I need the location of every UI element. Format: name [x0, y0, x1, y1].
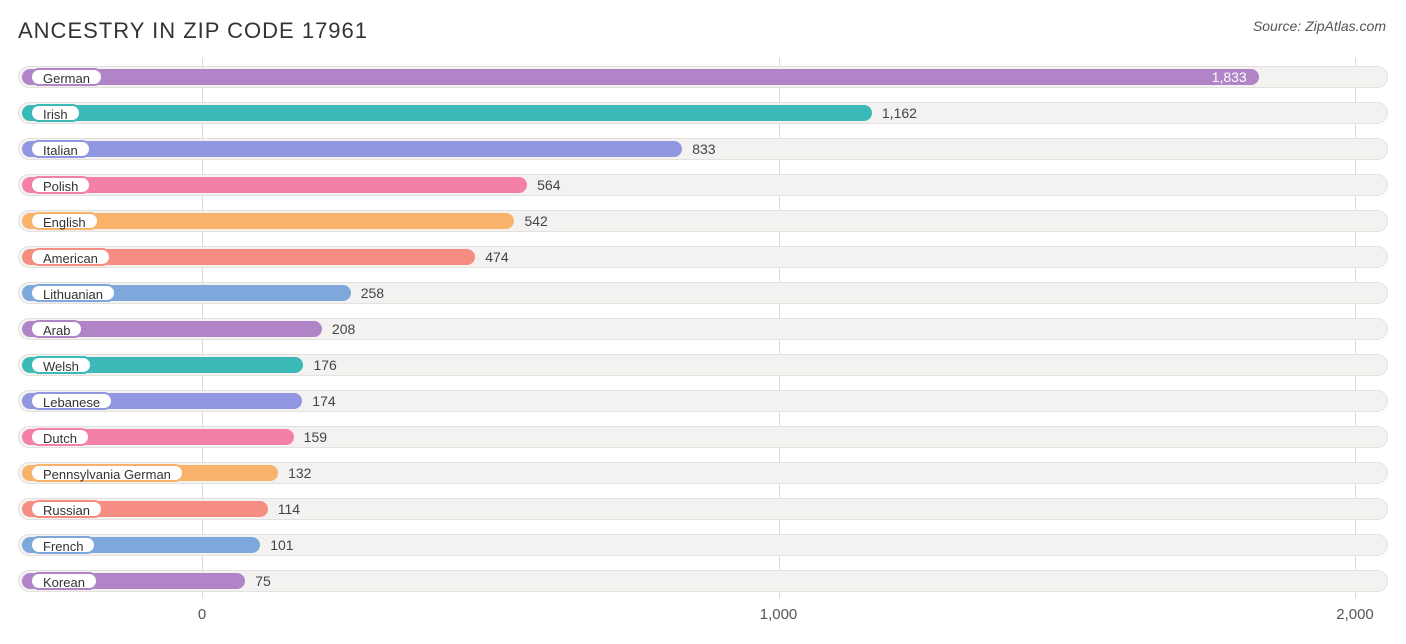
- axis-tick-label: 2,000: [1336, 606, 1374, 623]
- bar-row: German 1,833: [18, 60, 1388, 96]
- value-label: 174: [302, 392, 335, 410]
- bar-row: Arab 208: [18, 312, 1388, 348]
- category-pill: Dutch: [30, 428, 90, 446]
- value-label: 208: [322, 320, 355, 338]
- bar-row: Russian 114: [18, 492, 1388, 528]
- x-axis: 0 1,000 2,000: [18, 600, 1388, 630]
- value-label: 474: [475, 248, 508, 266]
- value-label: 114: [268, 500, 300, 518]
- header: ANCESTRY IN ZIP CODE 17961 Source: ZipAt…: [0, 0, 1406, 58]
- bar-row: Dutch 159: [18, 420, 1388, 456]
- category-pill: English: [30, 212, 99, 230]
- plot: German 1,833 Irish 1,162 Italian 833 Polish 564…: [18, 58, 1388, 598]
- category-pill: Korean: [30, 572, 98, 590]
- value-label: 1,833: [1212, 68, 1247, 86]
- bar-row: Lithuanian 258: [18, 276, 1388, 312]
- bars-container: German 1,833 Irish 1,162 Italian 833 Polish 564…: [18, 58, 1388, 600]
- value-label: 101: [260, 536, 293, 554]
- value-label: 75: [245, 572, 271, 590]
- bar: [22, 177, 527, 193]
- value-label: 258: [351, 284, 384, 302]
- category-pill: Irish: [30, 104, 81, 122]
- chart-area: German 1,833 Irish 1,162 Italian 833 Polish 564…: [0, 58, 1406, 630]
- category-pill: Lebanese: [30, 392, 113, 410]
- value-label: 159: [294, 428, 327, 446]
- category-pill: German: [30, 68, 103, 86]
- chart-title: ANCESTRY IN ZIP CODE 17961: [18, 18, 368, 44]
- value-label: 542: [514, 212, 547, 230]
- category-pill: American: [30, 248, 111, 266]
- value-label: 833: [682, 140, 715, 158]
- axis-tick-label: 1,000: [760, 606, 798, 623]
- bar-row: Welsh 176: [18, 348, 1388, 384]
- bar-row: English 542: [18, 204, 1388, 240]
- bar-row: Pennsylvania German 132: [18, 456, 1388, 492]
- category-pill: French: [30, 536, 96, 554]
- bar-row: American 474: [18, 240, 1388, 276]
- bar-row: Lebanese 174: [18, 384, 1388, 420]
- bar-row: Italian 833: [18, 132, 1388, 168]
- bar-row: French 101: [18, 528, 1388, 564]
- category-pill: Lithuanian: [30, 284, 116, 302]
- bar-row: Polish 564: [18, 168, 1388, 204]
- axis-tick-label: 0: [198, 606, 206, 623]
- category-pill: Polish: [30, 176, 91, 194]
- category-pill: Russian: [30, 500, 103, 518]
- bar: [22, 105, 872, 121]
- bar-row: Korean 75: [18, 564, 1388, 600]
- bar-row: Irish 1,162: [18, 96, 1388, 132]
- category-pill: Pennsylvania German: [30, 464, 184, 482]
- category-pill: Arab: [30, 320, 83, 338]
- category-pill: Italian: [30, 140, 91, 158]
- source-attribution: Source: ZipAtlas.com: [1253, 18, 1386, 34]
- bar: [22, 141, 682, 157]
- value-label: 564: [527, 176, 560, 194]
- value-label: 1,162: [872, 104, 917, 122]
- value-label: 132: [278, 464, 311, 482]
- category-pill: Welsh: [30, 356, 92, 374]
- bar: [22, 69, 1259, 85]
- value-label: 176: [303, 356, 336, 374]
